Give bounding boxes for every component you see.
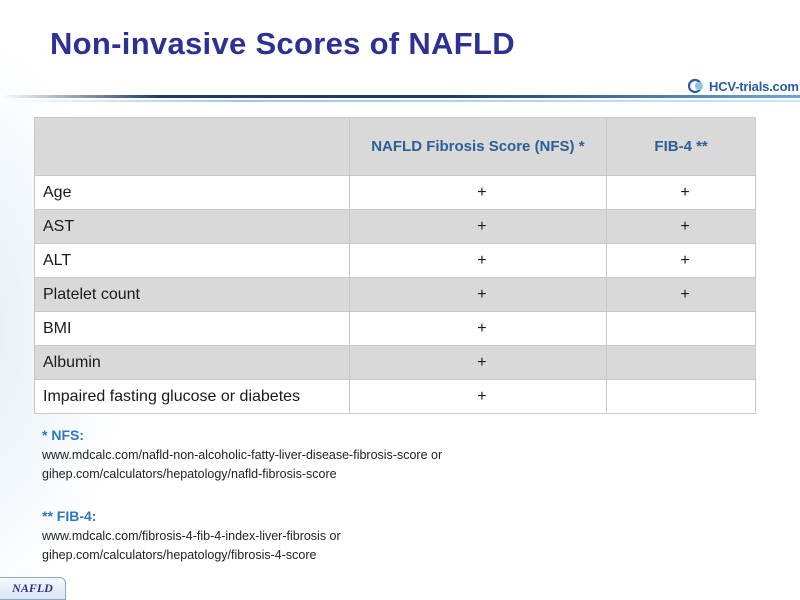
fib4-cell: + [606, 175, 756, 210]
table-row: Platelet count + + [34, 277, 756, 312]
nfs-note-link-2[interactable]: gihep.com/calculators/hepatology/nafld-f… [42, 467, 337, 481]
table-row: Albumin + [34, 345, 756, 380]
param-cell: Albumin [34, 345, 350, 380]
param-cell: Platelet count [34, 277, 350, 312]
param-cell: Impaired fasting glucose or diabetes [34, 379, 350, 414]
nfs-cell: + [348, 243, 608, 278]
param-cell: AST [34, 209, 350, 244]
param-cell: ALT [34, 243, 350, 278]
fib4-reference-note: ** FIB-4: www.mdcalc.com/fibrosis-4-fib-… [42, 508, 341, 565]
header-cell-fib4: FIB-4 ** [606, 117, 756, 176]
fib4-cell: + [606, 277, 756, 312]
param-cell: BMI [34, 311, 350, 346]
table-row: Impaired fasting glucose or diabetes + [34, 379, 756, 414]
scores-table: NAFLD Fibrosis Score (NFS) * FIB-4 ** Ag… [34, 117, 756, 414]
nfs-cell: + [348, 277, 608, 312]
fib4-note-link-1[interactable]: www.mdcalc.com/fibrosis-4-fib-4-index-li… [42, 529, 341, 543]
table-header-row: NAFLD Fibrosis Score (NFS) * FIB-4 ** [34, 117, 756, 176]
nfs-cell: + [348, 175, 608, 210]
hcv-trials-logo: HCV-trials.com [688, 76, 799, 96]
nfs-reference-note: * NFS: www.mdcalc.com/nafld-non-alcoholi… [42, 427, 442, 484]
nfs-cell: + [348, 345, 608, 380]
slide-title: Non-invasive Scores of NAFLD [50, 26, 515, 61]
logo-text: HCV-trials.com [709, 78, 799, 94]
fib4-cell [606, 379, 756, 414]
nfs-cell: + [348, 209, 608, 244]
header-cell-parameter [34, 117, 350, 176]
header-divider [0, 95, 800, 98]
fib4-note-heading: ** FIB-4: [42, 508, 97, 524]
fib4-cell [606, 311, 756, 346]
hcv-trials-logo-icon [688, 78, 703, 94]
fib4-cell: + [606, 243, 756, 278]
nfs-note-heading: * NFS: [42, 427, 84, 443]
fib4-cell [606, 345, 756, 380]
table-row: Age + + [34, 175, 756, 210]
table-row: BMI + [34, 311, 756, 346]
table-row: ALT + + [34, 243, 756, 278]
header-divider-light [0, 100, 800, 102]
nfs-cell: + [348, 311, 608, 346]
header-cell-nfs: NAFLD Fibrosis Score (NFS) * [348, 117, 608, 176]
nfs-note-link-1[interactable]: www.mdcalc.com/nafld-non-alcoholic-fatty… [42, 448, 443, 462]
nfs-cell: + [348, 379, 608, 414]
table-row: AST + + [34, 209, 756, 244]
section-tag: NAFLD [0, 577, 66, 600]
fib4-note-link-2[interactable]: gihep.com/calculators/hepatology/fibrosi… [42, 548, 317, 562]
fib4-cell: + [606, 209, 756, 244]
param-cell: Age [34, 175, 350, 210]
